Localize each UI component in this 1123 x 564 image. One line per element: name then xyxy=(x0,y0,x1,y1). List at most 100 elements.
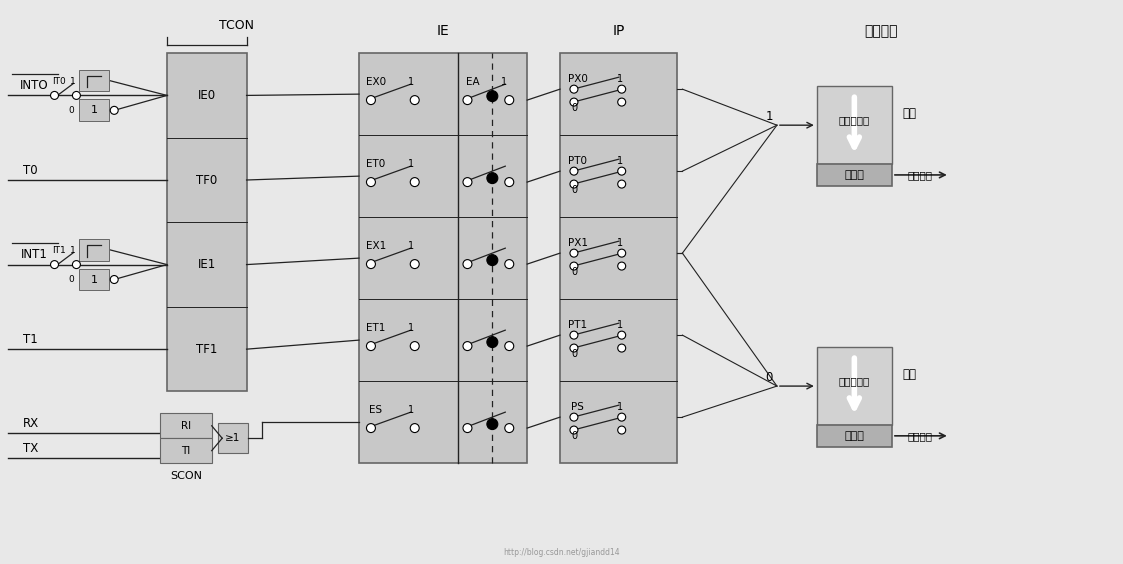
Circle shape xyxy=(410,424,419,433)
Text: IP: IP xyxy=(612,24,624,38)
Circle shape xyxy=(570,85,578,93)
Text: SCON: SCON xyxy=(170,471,202,481)
Circle shape xyxy=(366,178,375,187)
Text: 1: 1 xyxy=(765,110,773,123)
Text: 自然优先级: 自然优先级 xyxy=(839,376,870,386)
Text: IE: IE xyxy=(437,24,449,38)
Text: 1: 1 xyxy=(617,156,623,166)
Bar xyxy=(218,424,247,453)
Bar xyxy=(80,69,109,91)
Circle shape xyxy=(72,261,81,268)
Text: EA: EA xyxy=(466,77,480,87)
Text: EX0: EX0 xyxy=(366,77,386,87)
Circle shape xyxy=(618,180,626,188)
Text: TI: TI xyxy=(181,446,191,456)
Circle shape xyxy=(618,85,626,93)
Circle shape xyxy=(72,91,81,99)
Circle shape xyxy=(504,178,513,187)
Text: 中断源: 中断源 xyxy=(844,431,865,441)
Text: TF1: TF1 xyxy=(197,343,218,356)
Circle shape xyxy=(570,413,578,421)
Text: PX0: PX0 xyxy=(568,74,587,84)
Circle shape xyxy=(463,96,472,104)
Circle shape xyxy=(487,173,497,184)
Circle shape xyxy=(504,96,513,104)
Text: 硬件查询: 硬件查询 xyxy=(865,24,897,38)
Bar xyxy=(80,268,109,290)
Text: 0: 0 xyxy=(69,106,74,115)
Circle shape xyxy=(110,276,118,284)
Bar xyxy=(560,53,677,463)
Text: 1: 1 xyxy=(408,241,413,251)
Circle shape xyxy=(570,180,578,188)
Circle shape xyxy=(570,426,578,434)
Circle shape xyxy=(410,259,419,268)
Text: 0: 0 xyxy=(765,371,773,384)
Circle shape xyxy=(618,249,626,257)
Bar xyxy=(816,164,892,186)
Circle shape xyxy=(366,342,375,351)
Circle shape xyxy=(618,344,626,352)
Circle shape xyxy=(618,98,626,106)
Text: TF0: TF0 xyxy=(197,174,218,187)
Circle shape xyxy=(618,426,626,434)
Text: IE1: IE1 xyxy=(198,258,216,271)
Circle shape xyxy=(366,259,375,268)
Text: PS: PS xyxy=(572,402,584,412)
Circle shape xyxy=(410,96,419,104)
Text: PT1: PT1 xyxy=(568,320,587,330)
Text: 1: 1 xyxy=(408,77,413,87)
Text: 1: 1 xyxy=(91,275,98,284)
Text: 0: 0 xyxy=(69,275,74,284)
Text: INTO: INTO xyxy=(20,79,49,92)
Circle shape xyxy=(487,254,497,266)
Circle shape xyxy=(570,249,578,257)
Circle shape xyxy=(504,424,513,433)
Text: ES: ES xyxy=(369,405,383,415)
Text: PX1: PX1 xyxy=(568,238,588,248)
Text: 中断入口: 中断入口 xyxy=(907,170,932,180)
Bar xyxy=(80,99,109,121)
Text: TX: TX xyxy=(22,442,38,455)
Text: ET1: ET1 xyxy=(366,323,385,333)
Text: 1: 1 xyxy=(408,159,413,169)
Circle shape xyxy=(570,167,578,175)
Bar xyxy=(159,413,212,438)
Text: 1: 1 xyxy=(91,105,98,116)
Circle shape xyxy=(110,107,118,114)
Text: ≥1: ≥1 xyxy=(225,433,240,443)
Text: IE0: IE0 xyxy=(198,89,216,102)
Circle shape xyxy=(570,98,578,106)
Text: 高级: 高级 xyxy=(903,107,916,120)
Bar xyxy=(816,347,892,425)
Circle shape xyxy=(504,342,513,351)
Text: 1: 1 xyxy=(70,246,75,255)
Circle shape xyxy=(570,262,578,270)
Circle shape xyxy=(463,259,472,268)
Circle shape xyxy=(410,342,419,351)
Text: PT0: PT0 xyxy=(568,156,587,166)
Circle shape xyxy=(618,331,626,339)
Text: IT1: IT1 xyxy=(53,246,66,255)
Text: 1: 1 xyxy=(617,402,623,412)
Text: INT1: INT1 xyxy=(21,248,48,261)
Bar xyxy=(80,239,109,261)
Circle shape xyxy=(366,96,375,104)
Text: TCON: TCON xyxy=(219,19,254,32)
Text: T1: T1 xyxy=(24,333,38,346)
Text: ET0: ET0 xyxy=(366,159,385,169)
Text: 0: 0 xyxy=(570,103,577,113)
Text: 自然优先级: 自然优先级 xyxy=(839,115,870,125)
Bar xyxy=(167,53,247,391)
Circle shape xyxy=(51,261,58,268)
Circle shape xyxy=(463,342,472,351)
Text: 中断入口: 中断入口 xyxy=(907,431,932,441)
Text: RI: RI xyxy=(181,421,191,431)
Text: http://blog.csdn.net/gjiandd14: http://blog.csdn.net/gjiandd14 xyxy=(503,548,620,557)
Text: 1: 1 xyxy=(408,405,413,415)
Text: IT0: IT0 xyxy=(53,77,66,86)
Bar xyxy=(816,425,892,447)
Circle shape xyxy=(487,337,497,347)
Bar xyxy=(159,438,212,463)
Circle shape xyxy=(570,331,578,339)
